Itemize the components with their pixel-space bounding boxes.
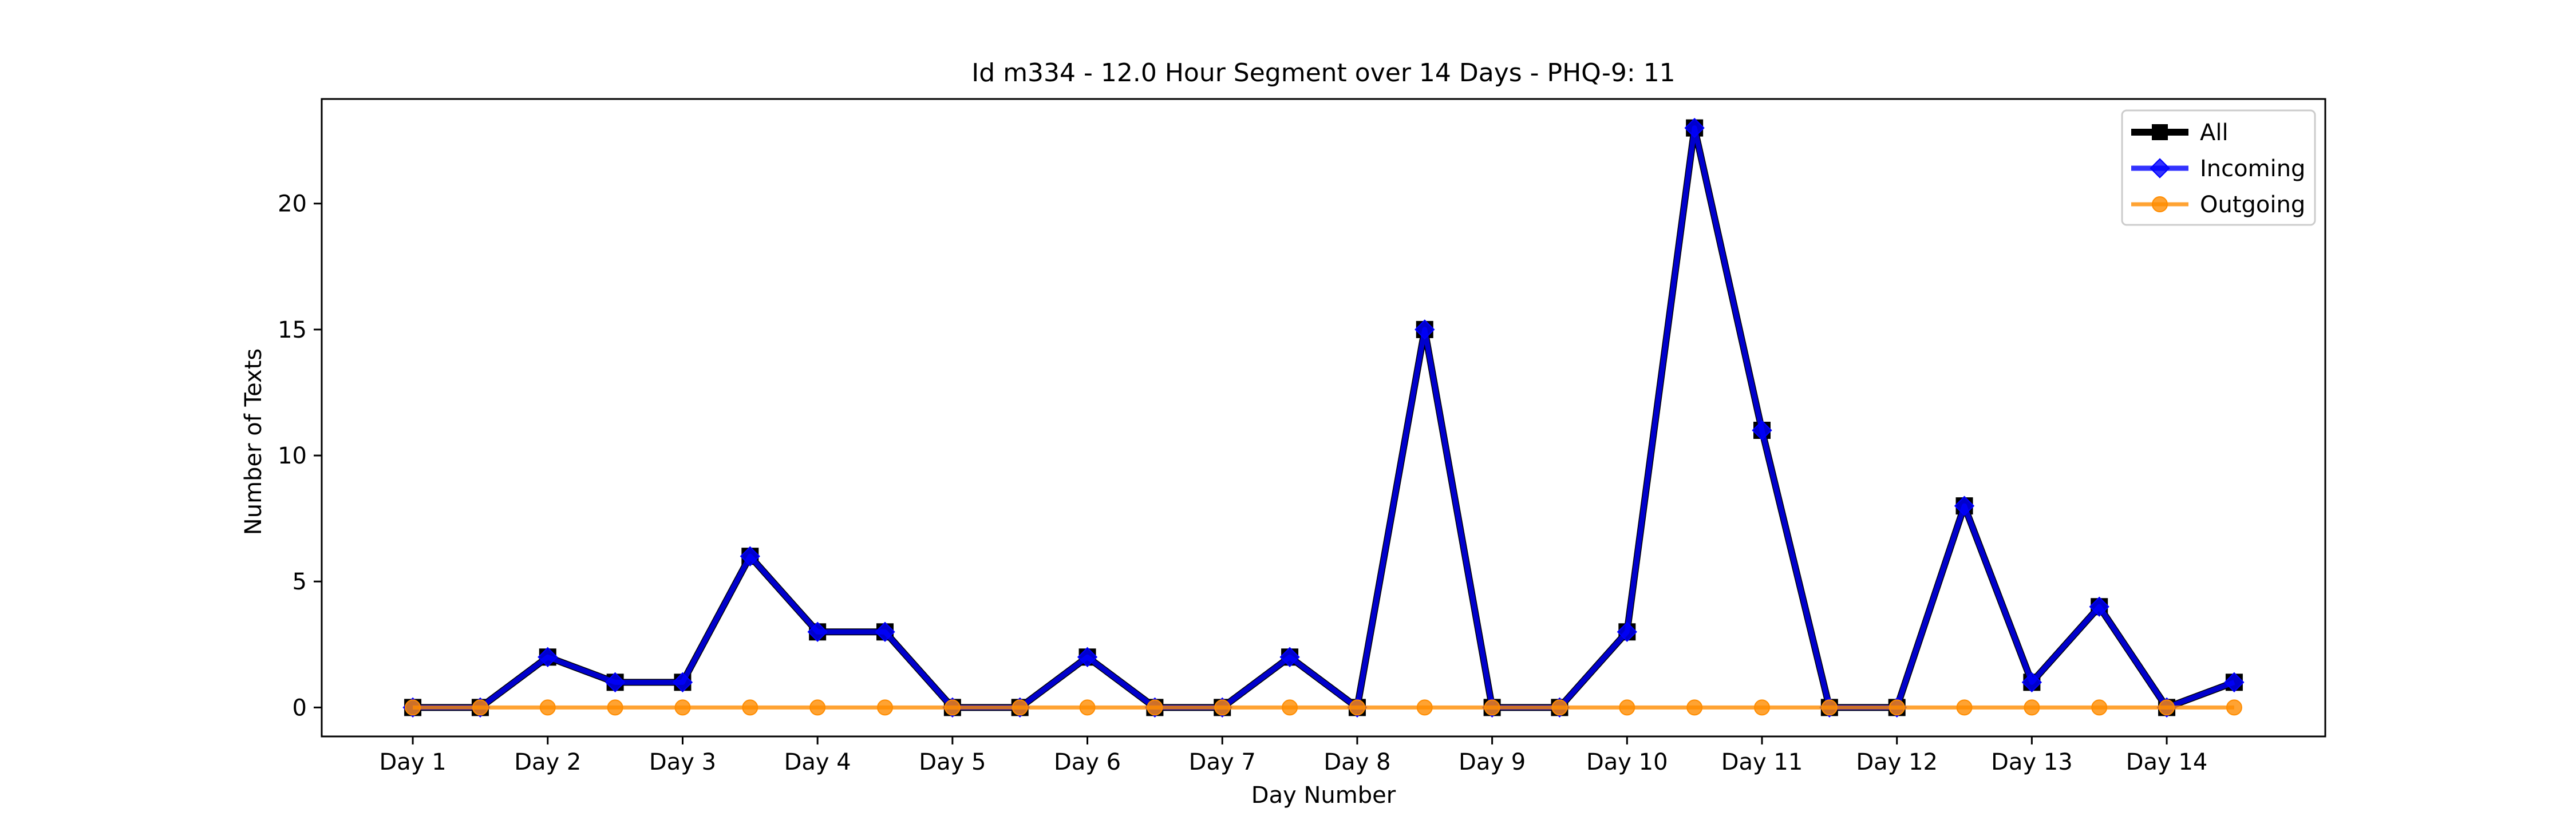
data-point-outgoing	[472, 699, 488, 716]
x-tick-label: Day 6	[1054, 749, 1121, 775]
data-point-incoming	[538, 647, 558, 667]
x-tick-label: Day 1	[380, 749, 447, 775]
data-point-outgoing	[1753, 699, 1770, 716]
data-point-outgoing	[1349, 699, 1365, 716]
data-point-incoming	[672, 672, 693, 692]
data-point-incoming	[1617, 621, 1637, 642]
legend-entry-incoming: Incoming	[2131, 156, 2305, 182]
axes-frame	[321, 98, 2326, 738]
x-tick-label: Day 4	[784, 749, 851, 775]
x-tick-label: Day 14	[2126, 749, 2208, 775]
data-point-outgoing	[1079, 699, 1096, 716]
y-axis-label: Number of Texts	[240, 348, 267, 535]
legend-box	[2121, 109, 2316, 226]
legend-label-all: All	[2200, 120, 2229, 146]
data-point-outgoing	[944, 699, 961, 716]
x-tick-label: Day 10	[1586, 749, 1668, 775]
data-point-outgoing	[2024, 699, 2040, 716]
data-point-outgoing	[1821, 699, 1838, 716]
data-point-outgoing	[1214, 699, 1231, 716]
x-tick-label: Day 7	[1189, 749, 1256, 775]
data-point-incoming	[1279, 647, 1300, 667]
data-point-outgoing	[539, 699, 556, 716]
axis-ticks: Day 1 Day 2 Day 3 Day 4 Day 5 Day 6 Day 7 Day 8…	[278, 98, 2326, 775]
data-point-outgoing	[2091, 699, 2108, 716]
legend-marker-all	[2152, 124, 2168, 140]
y-tick-label: 20	[278, 191, 307, 217]
data-point-outgoing	[405, 699, 421, 716]
data-point-outgoing	[674, 699, 691, 716]
x-tick-label: Day 2	[514, 749, 581, 775]
data-point-incoming	[2021, 672, 2042, 692]
data-point-incoming	[740, 546, 760, 566]
data-point-outgoing	[1956, 699, 1973, 716]
data-point-incoming	[1752, 420, 1772, 441]
data-point-outgoing	[607, 699, 623, 716]
data-point-outgoing	[1888, 699, 1905, 716]
data-point-outgoing	[877, 699, 894, 716]
x-tick-label: Day 5	[919, 749, 986, 775]
legend-marker-incoming	[2150, 158, 2170, 179]
y-tick-label: 15	[278, 317, 307, 343]
data-point-outgoing	[1686, 699, 1703, 716]
data-point-incoming	[2224, 672, 2245, 692]
y-tick-label: 5	[293, 569, 307, 595]
legend: All Incoming Outgoing	[2121, 109, 2316, 226]
series-outgoing	[405, 699, 2242, 716]
x-tick-label: Day 12	[1856, 749, 1938, 775]
data-point-incoming	[1077, 647, 1098, 667]
x-tick-label: Day 13	[1991, 749, 2073, 775]
data-point-incoming	[1954, 496, 1975, 516]
plot-area	[402, 117, 2245, 718]
data-point-incoming	[1684, 117, 1705, 138]
data-point-outgoing	[1619, 699, 1635, 716]
y-tick-label: 10	[278, 443, 307, 469]
data-point-outgoing	[1484, 699, 1500, 716]
data-point-incoming	[875, 621, 895, 642]
legend-label-outgoing: Outgoing	[2200, 192, 2305, 218]
data-point-incoming	[2089, 596, 2109, 617]
data-point-outgoing	[2226, 699, 2242, 716]
data-point-outgoing	[1551, 699, 1568, 716]
data-point-outgoing	[809, 699, 826, 716]
legend-marker-outgoing	[2152, 196, 2168, 212]
series-line-incoming	[413, 125, 2235, 710]
data-point-outgoing	[1416, 699, 1433, 716]
data-point-outgoing	[742, 699, 758, 716]
x-tick-label: Day 9	[1459, 749, 1526, 775]
x-axis-label: Day Number	[1251, 782, 1396, 809]
x-tick-label: Day 11	[1721, 749, 1803, 775]
legend-entry-all: All	[2131, 120, 2229, 146]
x-tick-label: Day 3	[649, 749, 716, 775]
data-point-incoming	[605, 672, 626, 692]
data-point-outgoing	[1012, 699, 1028, 716]
data-point-outgoing	[1147, 699, 1163, 716]
data-point-incoming	[1415, 319, 1435, 340]
data-point-outgoing	[2159, 699, 2175, 716]
legend-entry-outgoing: Outgoing	[2131, 192, 2305, 218]
y-tick-label: 0	[293, 695, 307, 721]
legend-label-incoming: Incoming	[2200, 156, 2305, 182]
data-point-incoming	[807, 621, 828, 642]
data-point-outgoing	[1282, 699, 1298, 716]
chart-title: Id m334 - 12.0 Hour Segment over 14 Days…	[971, 58, 1675, 88]
x-tick-label: Day 8	[1323, 749, 1390, 775]
